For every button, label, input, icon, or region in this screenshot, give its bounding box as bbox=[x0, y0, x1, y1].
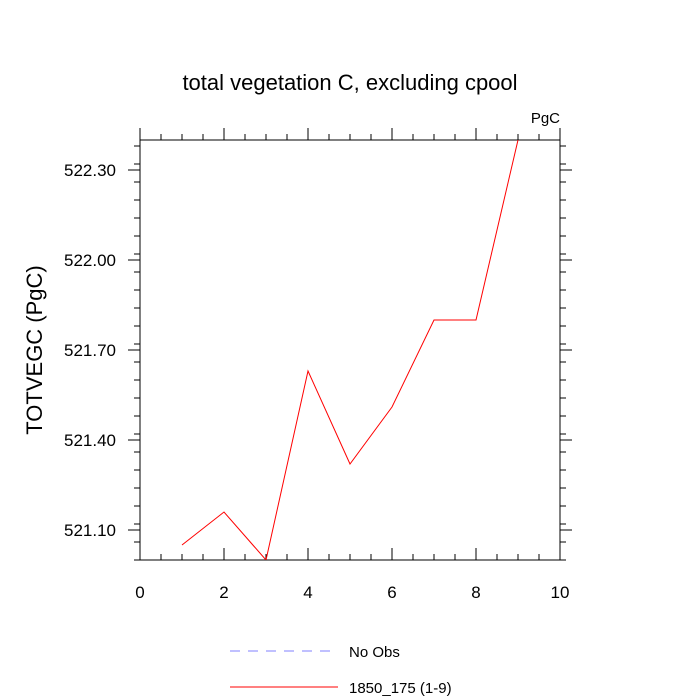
y-tick-label: 521.70 bbox=[64, 341, 116, 360]
x-tick-label: 0 bbox=[135, 583, 144, 602]
x-tick-label: 2 bbox=[219, 583, 228, 602]
y-axis-label: TOTVEGC (PgC) bbox=[22, 265, 47, 435]
chart-title: total vegetation C, excluding cpool bbox=[182, 70, 517, 95]
series-group bbox=[181, 140, 519, 560]
legend-label: 1850_175 (1-9) bbox=[349, 680, 452, 697]
y-tick-label: 522.00 bbox=[64, 251, 116, 270]
unit-label: PgC bbox=[531, 110, 560, 127]
x-tick-label: 10 bbox=[551, 583, 570, 602]
x-tick-label: 8 bbox=[471, 583, 480, 602]
axis-ticks: 0 2 4 6 8 10 521.10 521.40 521.70 522.00 522.30 bbox=[64, 128, 572, 602]
y-tick-label: 521.40 bbox=[64, 431, 116, 450]
x-tick-label: 6 bbox=[387, 583, 396, 602]
legend-label: No Obs bbox=[349, 644, 400, 661]
legend: No Obs 1850_175 (1-9) bbox=[230, 644, 452, 697]
x-tick-label: 4 bbox=[303, 583, 312, 602]
plot-frame bbox=[139, 139, 561, 561]
y-tick-label: 522.30 bbox=[64, 161, 116, 180]
series-line bbox=[181, 140, 519, 560]
y-tick-label: 521.10 bbox=[64, 521, 116, 540]
